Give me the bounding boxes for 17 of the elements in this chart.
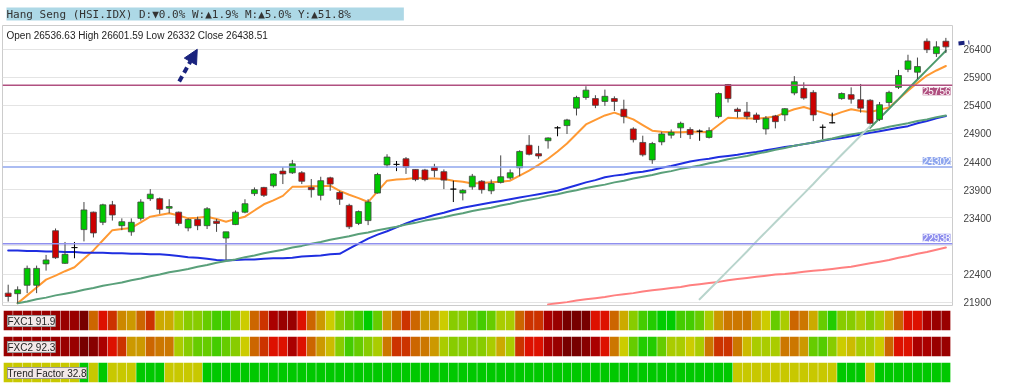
- annotation: FXC2 92.3: [7, 341, 56, 353]
- y-tick-label: 25400: [963, 100, 992, 112]
- y-tick-label: 23900: [963, 184, 992, 196]
- y-tick-label: 23400: [963, 212, 992, 224]
- y-tick-label: 22400: [963, 269, 992, 281]
- annotation: Trend Factor 32.8: [7, 367, 88, 379]
- ref-line-label: 25756: [922, 86, 951, 98]
- ref-line-label: 24302: [922, 156, 951, 168]
- chart-title: Hang Seng (HSI.IDX) D:▼0.0% W:▲1.9% M:▲5.0% Y:▲51.8%: [6, 7, 352, 21]
- annotation: FXC1 91.9: [7, 315, 56, 327]
- ref-line-label: 22938: [922, 232, 951, 244]
- chart-subtitle: Open 26536.63 High 26601.59 Low 26332 Close 26438.51: [6, 29, 269, 41]
- y-tick-label: 24400: [963, 156, 992, 168]
- y-tick-label: 26400: [963, 44, 992, 56]
- y-tick-label: 25900: [963, 72, 992, 84]
- y-tick-label: 24900: [963, 128, 992, 140]
- y-tick-label: 21900: [963, 297, 992, 309]
